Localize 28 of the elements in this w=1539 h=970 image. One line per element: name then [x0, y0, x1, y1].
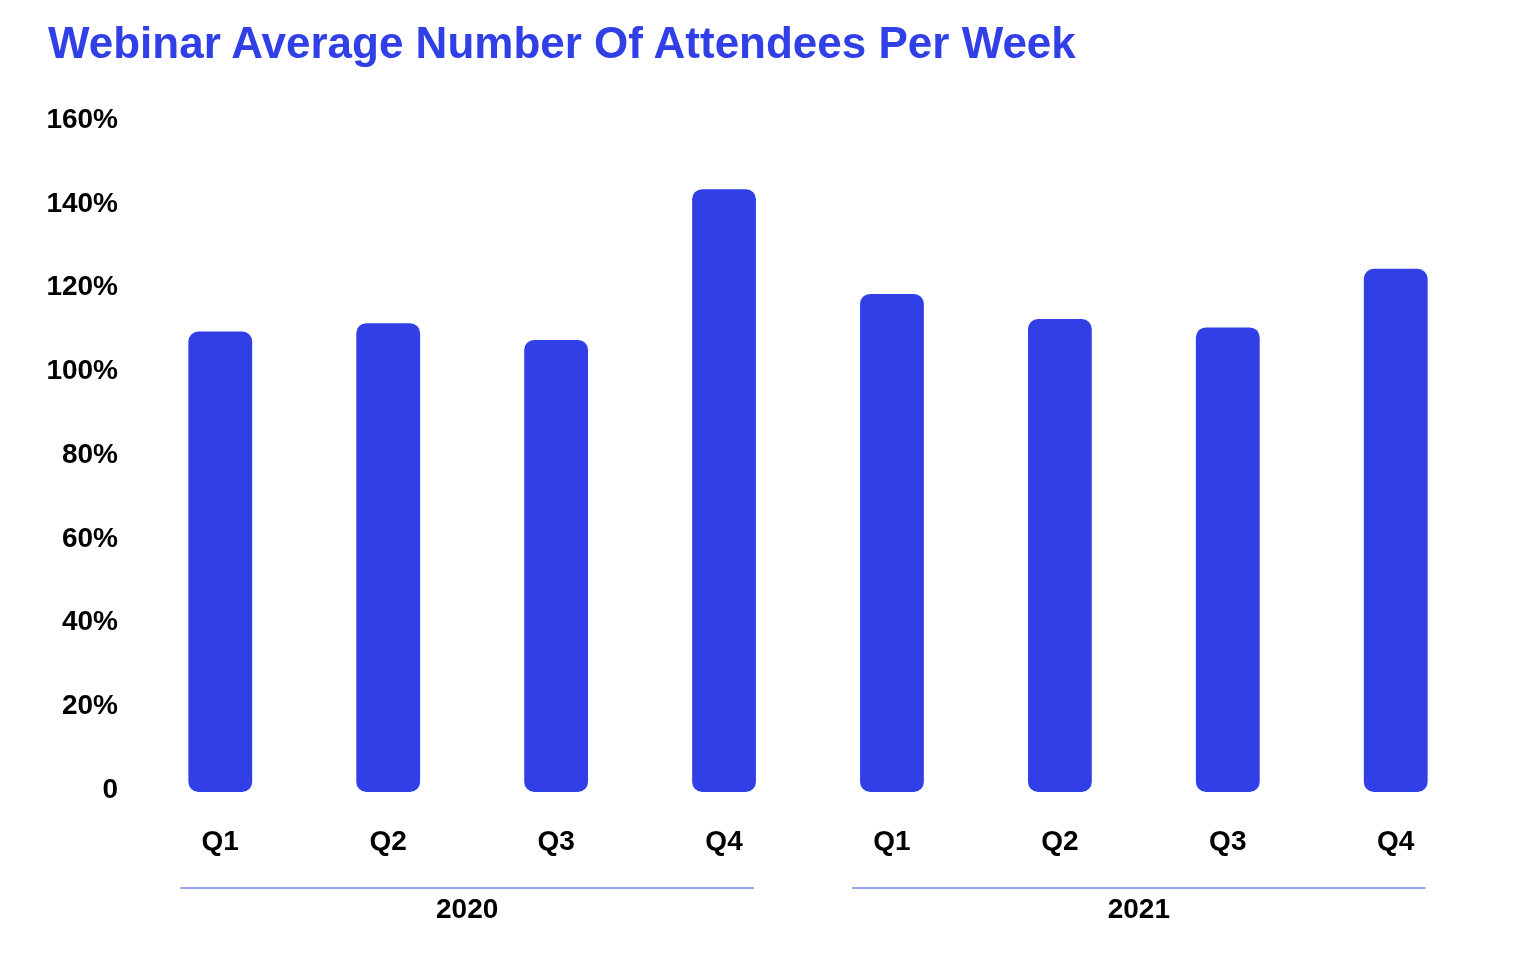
x-tick-label: Q2 — [1041, 825, 1079, 856]
bar — [1363, 268, 1428, 792]
bar — [692, 189, 756, 792]
bar — [356, 323, 421, 792]
x-tick-label: Q4 — [1377, 825, 1415, 856]
y-tick-label: 120% — [46, 270, 119, 302]
bar — [860, 293, 924, 792]
y-tick-label: 0 — [102, 772, 118, 804]
x-tick-label: Q2 — [369, 825, 407, 856]
x-tick-label: Q1 — [873, 825, 911, 856]
bar — [1195, 327, 1260, 792]
x-tick-label: Q3 — [537, 825, 575, 856]
bar — [188, 331, 253, 792]
y-tick-label: 100% — [46, 354, 119, 386]
y-tick-label: 80% — [61, 437, 119, 469]
x-tick-label: Q4 — [705, 825, 744, 856]
chart-title: Webinar Average Number Of Attendees Per Week — [48, 18, 1077, 67]
y-tick-label: 20% — [61, 689, 119, 721]
y-tick-label: 140% — [46, 186, 119, 218]
bar — [524, 339, 589, 792]
y-tick-label: 40% — [61, 605, 119, 637]
text: 2021 — [1107, 893, 1170, 925]
y-tick-label: 60% — [61, 521, 119, 553]
y-tick-label: 160% — [46, 102, 119, 134]
bar — [1027, 319, 1092, 792]
text: 2020 — [436, 893, 499, 925]
x-tick-label: Q3 — [1209, 825, 1247, 856]
x-tick-label: Q1 — [201, 825, 239, 856]
